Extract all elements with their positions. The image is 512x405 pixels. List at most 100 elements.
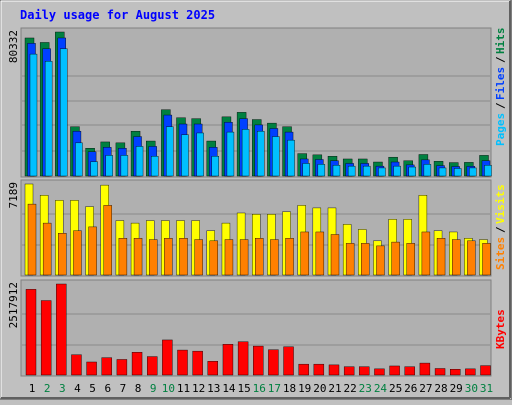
bar-kbytes-day-23 <box>359 366 370 376</box>
legend-item-panel-1-1: Pages <box>494 113 507 146</box>
bar-sites-day-21 <box>330 234 340 276</box>
bar-sites-day-18 <box>285 238 294 276</box>
bar-kbytes-day-18 <box>283 346 294 376</box>
bar-pages-day-2 <box>44 61 53 177</box>
bar-sites-day-11 <box>179 238 188 276</box>
bar-pages-day-11 <box>181 134 189 177</box>
bar-pages-day-7 <box>120 155 129 177</box>
bar-sites-day-30 <box>467 240 476 276</box>
bar-kbytes-day-27 <box>419 362 431 376</box>
x-tick-label-day-9: 9 <box>150 382 157 395</box>
legend-item-panel-1-3: Files <box>494 67 507 100</box>
bar-kbytes-day-25 <box>389 365 400 376</box>
bar-kbytes-day-7 <box>116 359 128 376</box>
bar-sites-day-24 <box>376 245 385 276</box>
bar-kbytes-day-4 <box>71 354 82 376</box>
x-tick-label-day-4: 4 <box>74 382 81 395</box>
bar-pages-day-5 <box>90 161 98 177</box>
bar-kbytes-day-5 <box>86 361 97 376</box>
bar-pages-day-19 <box>302 163 310 177</box>
legend-item-panel-2-3: Visits <box>494 184 507 224</box>
bar-pages-day-1 <box>29 53 38 177</box>
bar-pages-day-23 <box>363 165 371 177</box>
x-tick-label-day-7: 7 <box>120 382 127 395</box>
x-tick-label-day-18: 18 <box>283 382 296 395</box>
x-tick-label-day-23: 23 <box>359 382 372 395</box>
bar-kbytes-day-21 <box>328 364 340 376</box>
bar-kbytes-day-8 <box>131 352 143 376</box>
x-tick-label-day-2: 2 <box>44 382 51 395</box>
bar-pages-day-4 <box>75 142 83 177</box>
x-tick-label-day-25: 25 <box>389 382 402 395</box>
bar-sites-day-4 <box>73 230 82 276</box>
bar-pages-day-13 <box>211 156 220 177</box>
bar-sites-day-22 <box>345 243 355 276</box>
bar-kbytes-day-13 <box>207 361 219 376</box>
x-tick-label-day-16: 16 <box>253 382 266 395</box>
bar-sites-day-28 <box>436 238 446 276</box>
x-tick-label-day-12: 12 <box>192 382 205 395</box>
bar-sites-day-9 <box>148 239 158 276</box>
bar-pages-day-14 <box>226 131 235 177</box>
bar-sites-day-19 <box>300 231 309 276</box>
max-value-label-panel-3: 2517912 <box>7 282 20 328</box>
legend-item-panel-2-2: / <box>494 226 507 233</box>
bar-pages-day-6 <box>105 155 113 177</box>
bar-pages-day-10 <box>166 126 174 177</box>
bar-pages-day-8 <box>135 146 144 177</box>
bar-sites-day-23 <box>361 243 370 276</box>
bar-sites-day-27 <box>421 231 431 276</box>
bar-kbytes-day-20 <box>313 363 325 376</box>
legend-item-panel-2-1: Sites <box>494 237 507 270</box>
bar-sites-day-17 <box>270 239 279 276</box>
x-tick-label-day-24: 24 <box>374 382 388 395</box>
max-value-label-panel-2: 7189 <box>7 182 20 209</box>
bar-kbytes-day-29 <box>450 369 461 376</box>
bar-kbytes-day-6 <box>101 357 112 376</box>
bar-kbytes-day-24 <box>374 368 385 376</box>
bar-kbytes-day-28 <box>434 368 446 376</box>
x-tick-label-day-26: 26 <box>404 382 417 395</box>
x-tick-label-day-20: 20 <box>313 382 326 395</box>
x-tick-label-day-6: 6 <box>104 382 111 395</box>
x-tick-label-day-8: 8 <box>135 382 142 395</box>
bar-sites-day-25 <box>391 241 400 276</box>
bar-kbytes-day-14 <box>222 344 234 376</box>
bar-kbytes-day-2 <box>40 300 52 376</box>
legend-item-panel-1-2: / <box>494 102 507 109</box>
bar-sites-day-1 <box>27 203 37 276</box>
bar-sites-day-2 <box>42 222 52 276</box>
bar-sites-day-6 <box>103 205 112 276</box>
bar-kbytes-day-26 <box>404 366 415 376</box>
x-tick-label-day-17: 17 <box>268 382 281 395</box>
legend-item-panel-3-1: KBytes <box>494 309 507 349</box>
bar-kbytes-day-9 <box>146 356 158 376</box>
x-tick-label-day-5: 5 <box>89 382 96 395</box>
x-tick-label-day-10: 10 <box>162 382 175 395</box>
max-value-label-panel-1: 80332 <box>7 30 20 63</box>
bar-kbytes-day-10 <box>162 339 173 376</box>
bar-pages-day-18 <box>287 139 295 177</box>
bar-sites-day-29 <box>452 239 461 276</box>
bar-kbytes-day-30 <box>465 368 476 376</box>
bar-sites-day-16 <box>255 238 264 276</box>
bar-kbytes-day-11 <box>177 349 188 376</box>
chart-title: Daily usage for August 2025 <box>20 8 215 22</box>
bar-pages-day-28 <box>438 167 447 177</box>
bar-sites-day-20 <box>315 231 325 276</box>
x-tick-label-day-27: 27 <box>419 382 432 395</box>
bar-kbytes-day-16 <box>253 345 264 376</box>
bar-pages-day-30 <box>469 167 477 177</box>
bar-kbytes-day-17 <box>268 349 279 376</box>
bar-sites-day-10 <box>164 238 173 276</box>
bar-kbytes-day-15 <box>237 341 249 376</box>
bar-pages-day-31 <box>484 165 492 177</box>
bar-pages-day-9 <box>150 156 159 177</box>
bar-kbytes-day-1 <box>25 289 37 376</box>
bar-sites-day-13 <box>209 240 219 276</box>
x-tick-label-day-21: 21 <box>328 382 341 395</box>
bar-pages-day-24 <box>378 167 386 177</box>
bar-sites-day-31 <box>482 243 491 276</box>
x-tick-label-day-30: 30 <box>465 382 478 395</box>
